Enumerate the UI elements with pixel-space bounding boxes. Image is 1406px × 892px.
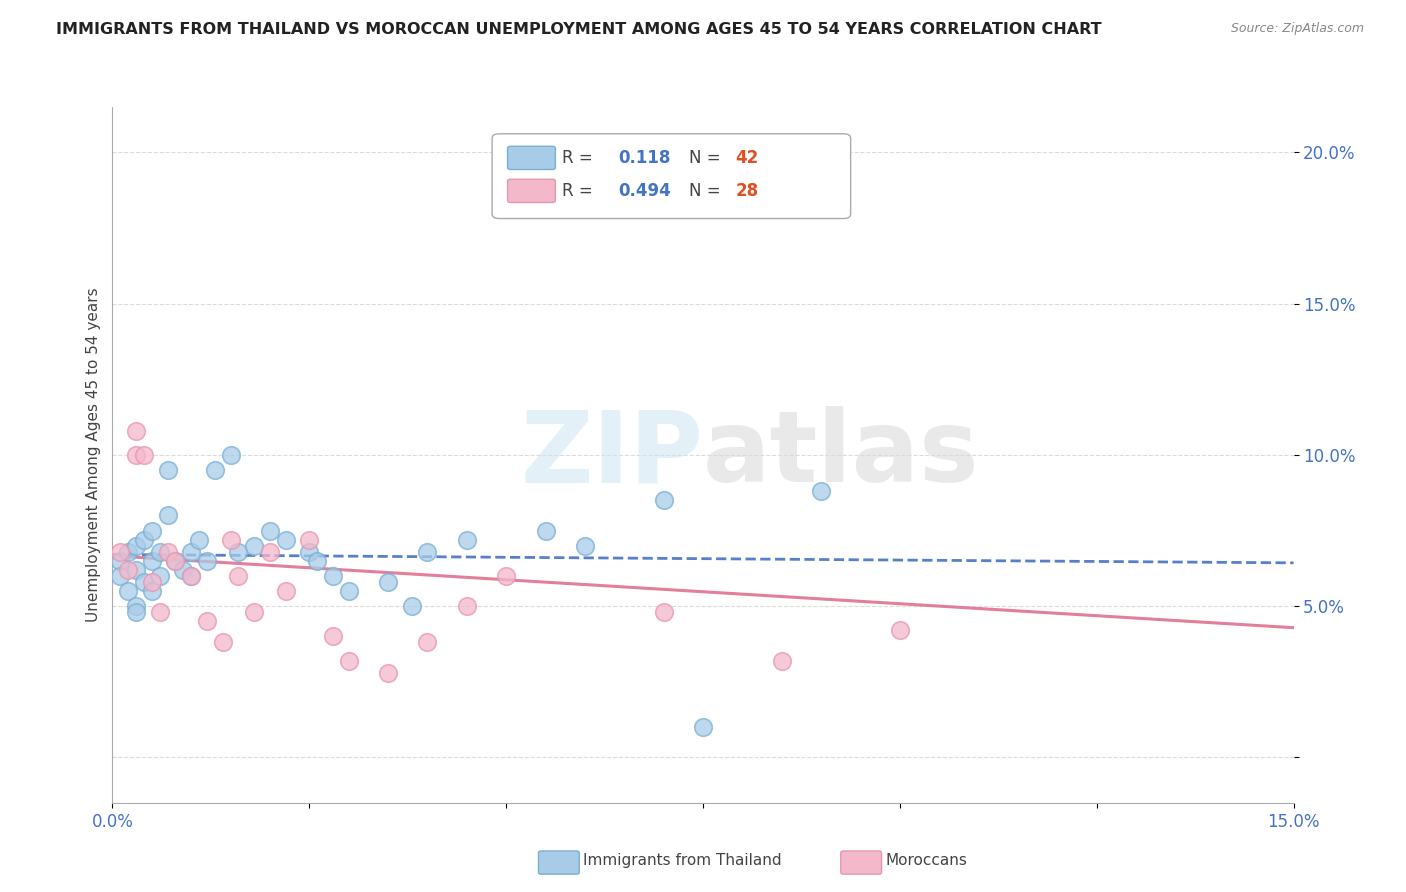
Text: Source: ZipAtlas.com: Source: ZipAtlas.com	[1230, 22, 1364, 36]
Point	[495, 569, 517, 583]
Y-axis label: Unemployment Among Ages 45 to 54 years: Unemployment Among Ages 45 to 54 years	[86, 287, 101, 623]
Text: 28: 28	[735, 182, 758, 200]
Point	[156, 463, 179, 477]
Point	[165, 554, 187, 568]
Text: Moroccans: Moroccans	[886, 854, 967, 868]
Point	[416, 635, 439, 649]
Point	[180, 569, 202, 583]
Point	[307, 554, 329, 568]
Point	[228, 569, 250, 583]
Point	[110, 569, 132, 583]
Point	[172, 563, 194, 577]
Point	[149, 545, 172, 559]
Point	[132, 448, 155, 462]
Text: Immigrants from Thailand: Immigrants from Thailand	[583, 854, 782, 868]
Point	[274, 533, 297, 547]
Point	[125, 563, 148, 577]
Text: 0.118: 0.118	[619, 149, 671, 167]
Point	[141, 554, 163, 568]
Point	[322, 569, 344, 583]
Point	[204, 463, 226, 477]
Point	[259, 545, 281, 559]
Point	[692, 720, 714, 734]
Point	[219, 448, 242, 462]
Point	[180, 569, 202, 583]
Point	[456, 533, 478, 547]
Point	[770, 654, 793, 668]
Point	[188, 533, 211, 547]
Point	[219, 533, 242, 547]
Point	[574, 539, 596, 553]
Point	[110, 554, 132, 568]
Point	[125, 605, 148, 619]
Text: ZIP: ZIP	[520, 407, 703, 503]
Point	[125, 448, 148, 462]
Point	[125, 599, 148, 614]
Point	[298, 533, 321, 547]
Point	[534, 524, 557, 538]
Text: N =: N =	[689, 149, 720, 167]
Point	[652, 605, 675, 619]
Point	[322, 629, 344, 643]
Point	[416, 545, 439, 559]
Point	[156, 545, 179, 559]
Point	[149, 569, 172, 583]
Point	[243, 605, 266, 619]
Point	[228, 545, 250, 559]
Point	[165, 554, 187, 568]
Point	[377, 665, 399, 680]
Point	[377, 574, 399, 589]
Point	[141, 524, 163, 538]
Point	[132, 574, 155, 589]
Text: IMMIGRANTS FROM THAILAND VS MOROCCAN UNEMPLOYMENT AMONG AGES 45 TO 54 YEARS CORR: IMMIGRANTS FROM THAILAND VS MOROCCAN UNE…	[56, 22, 1102, 37]
Point	[156, 508, 179, 523]
Point	[259, 524, 281, 538]
Point	[337, 654, 360, 668]
Point	[117, 563, 139, 577]
Point	[211, 635, 233, 649]
Point	[117, 584, 139, 599]
Point	[401, 599, 423, 614]
Point	[110, 545, 132, 559]
Point	[195, 615, 218, 629]
Point	[337, 584, 360, 599]
Point	[141, 584, 163, 599]
Text: 42: 42	[735, 149, 759, 167]
Point	[298, 545, 321, 559]
Text: N =: N =	[689, 182, 720, 200]
Point	[180, 545, 202, 559]
Text: R =: R =	[562, 182, 599, 200]
Point	[125, 424, 148, 438]
Text: R =: R =	[562, 149, 599, 167]
Text: 0.494: 0.494	[619, 182, 672, 200]
Point	[274, 584, 297, 599]
Point	[117, 545, 139, 559]
Point	[243, 539, 266, 553]
Text: atlas: atlas	[703, 407, 980, 503]
Point	[195, 554, 218, 568]
Point	[132, 533, 155, 547]
Point	[652, 493, 675, 508]
Point	[810, 484, 832, 499]
Point	[125, 539, 148, 553]
Point	[149, 605, 172, 619]
Point	[456, 599, 478, 614]
Point	[141, 574, 163, 589]
Point	[574, 191, 596, 205]
Point	[889, 624, 911, 638]
